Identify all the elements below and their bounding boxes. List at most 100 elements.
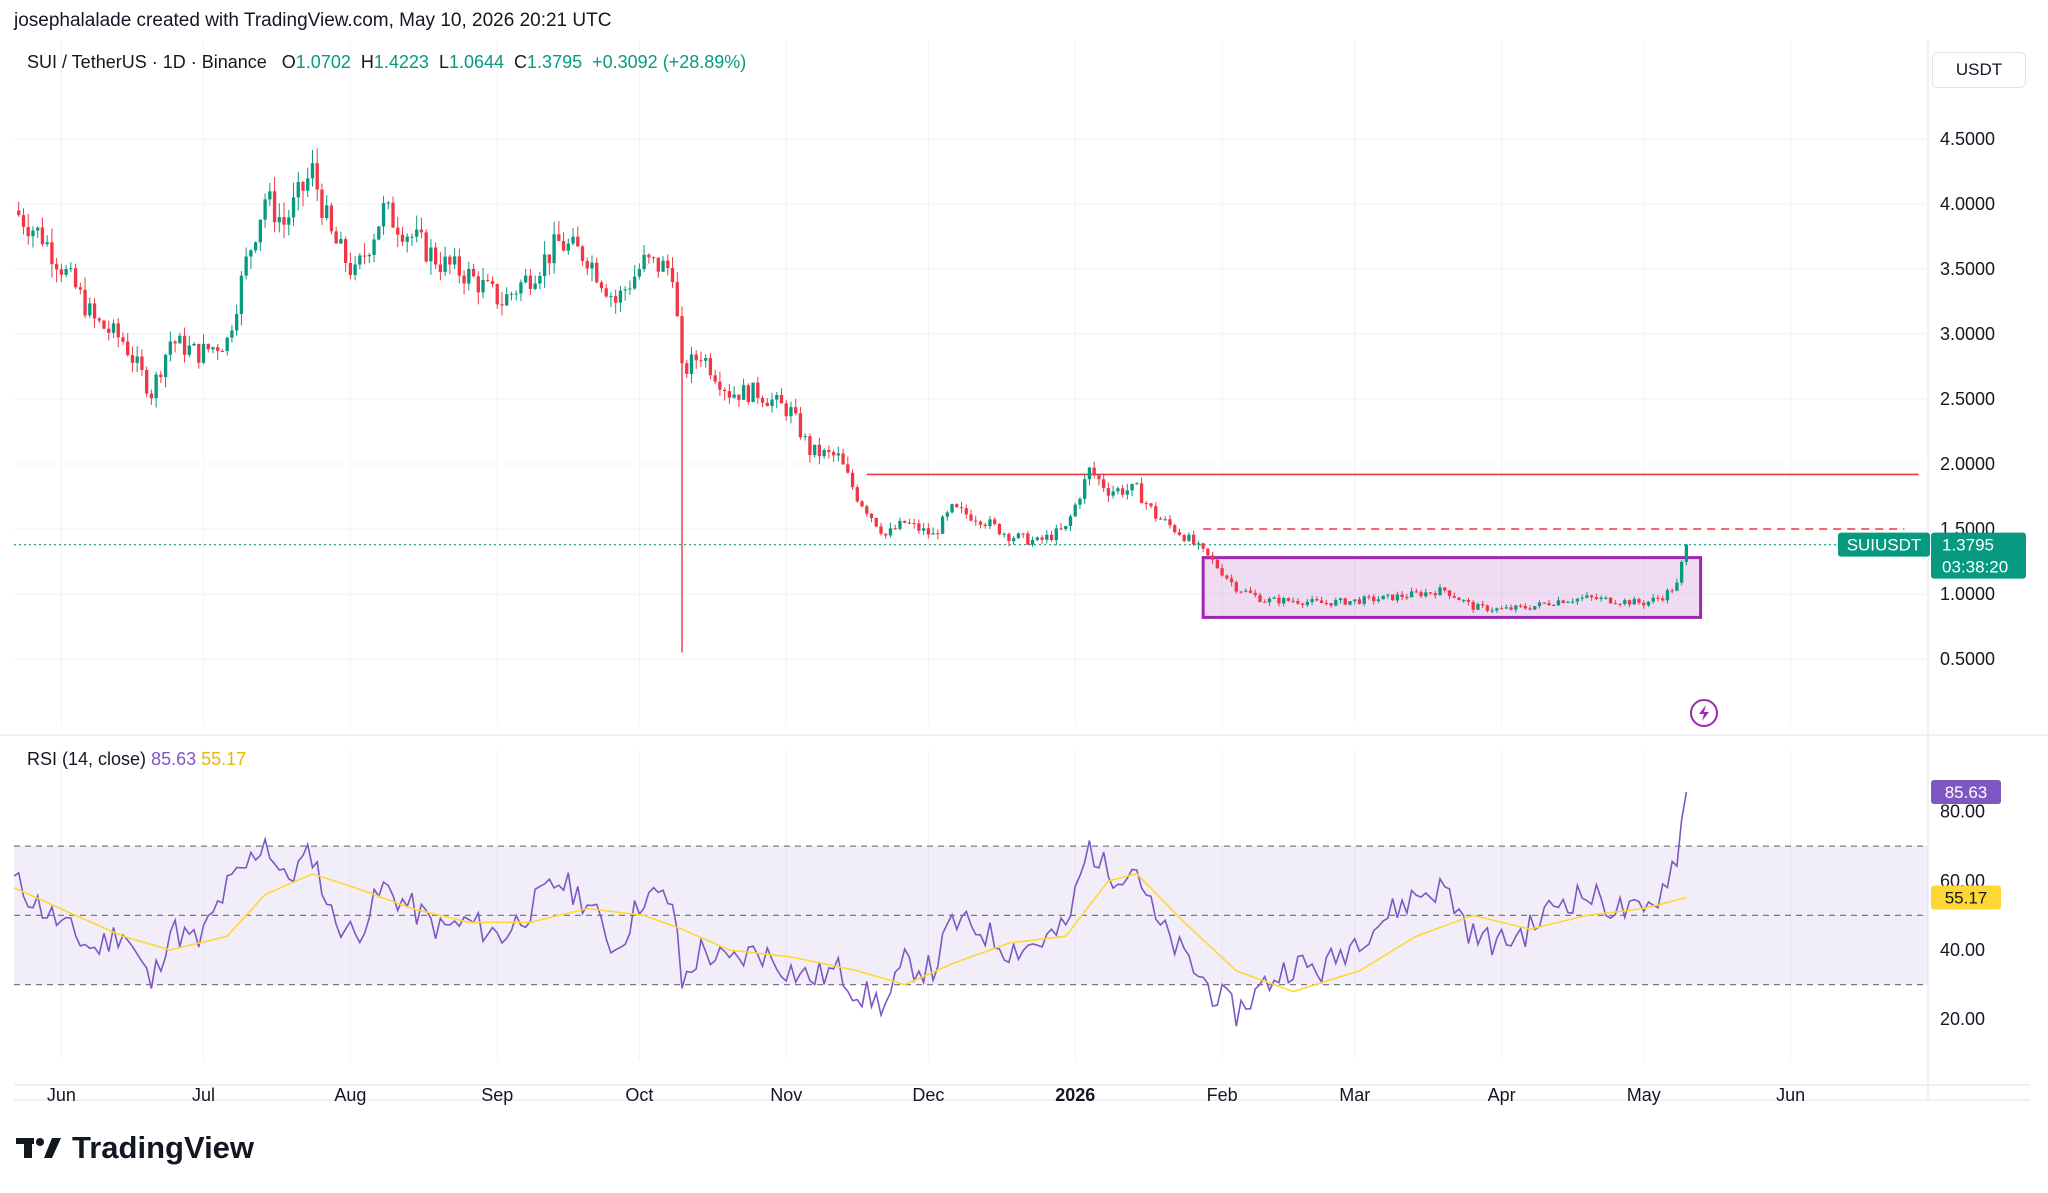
candle-body bbox=[50, 242, 54, 265]
candle-body bbox=[1011, 538, 1016, 542]
time-tick-label: Oct bbox=[625, 1085, 653, 1105]
candle-body bbox=[36, 227, 40, 231]
candle-body bbox=[1400, 594, 1404, 598]
candle-body bbox=[675, 282, 679, 317]
candle-body bbox=[1035, 537, 1039, 541]
candle-body bbox=[893, 528, 897, 530]
candle-body bbox=[396, 227, 400, 235]
candle-body bbox=[1087, 467, 1092, 480]
candle-body bbox=[329, 205, 334, 232]
candle-body bbox=[689, 354, 694, 374]
price-tick-label: 2.5000 bbox=[1940, 389, 1995, 409]
candle-body bbox=[614, 296, 618, 303]
candle-body bbox=[898, 520, 902, 529]
candle-body bbox=[969, 514, 973, 521]
candle-body bbox=[1604, 597, 1608, 599]
candle-body bbox=[263, 199, 267, 220]
time-tick-label: Nov bbox=[770, 1085, 802, 1105]
candle-body bbox=[1414, 591, 1418, 593]
candle-body bbox=[1556, 600, 1561, 606]
candle-body bbox=[1045, 534, 1049, 540]
candle-body bbox=[514, 293, 518, 295]
candle-body bbox=[1367, 596, 1371, 598]
candle-body bbox=[381, 203, 386, 227]
candle-body bbox=[358, 255, 362, 265]
candle-body bbox=[1528, 608, 1532, 610]
candle-body bbox=[921, 528, 926, 531]
price-tick-label: 3.5000 bbox=[1940, 259, 1995, 279]
candle-body bbox=[1533, 606, 1537, 610]
low-value: 1.0644 bbox=[448, 52, 505, 72]
candle-body bbox=[959, 507, 964, 509]
candle-body bbox=[855, 487, 859, 502]
candle-body bbox=[21, 215, 26, 227]
candle-body bbox=[651, 257, 656, 259]
candle-body bbox=[1154, 506, 1158, 519]
candle-body bbox=[1106, 488, 1111, 496]
candle-body bbox=[533, 283, 537, 289]
candle-body bbox=[1282, 598, 1286, 604]
candle-body bbox=[1059, 528, 1063, 530]
candle-body bbox=[756, 382, 760, 398]
candle-body bbox=[419, 229, 424, 233]
price-tag-value: 1.3795 bbox=[1942, 536, 1994, 555]
candle-body bbox=[1623, 600, 1627, 604]
candle-body bbox=[377, 226, 381, 240]
candle-body bbox=[1357, 599, 1362, 604]
candle-body bbox=[471, 268, 476, 277]
candle-body bbox=[291, 197, 296, 218]
candle-body bbox=[1471, 601, 1475, 610]
candle-body bbox=[367, 254, 371, 257]
candle-body bbox=[149, 393, 154, 399]
time-tick-label: Jun bbox=[1776, 1085, 1805, 1105]
candle-body bbox=[1504, 607, 1509, 609]
candle-body bbox=[1656, 597, 1660, 599]
rsi-ma-tag-bg bbox=[1931, 885, 2001, 910]
candle-body bbox=[647, 254, 651, 258]
candle-body bbox=[1495, 608, 1499, 611]
time-tick-label: Jun bbox=[47, 1085, 76, 1105]
candle-body bbox=[1220, 568, 1224, 576]
price-tag-bg bbox=[1931, 532, 2026, 579]
time-tick-label: Sep bbox=[481, 1085, 513, 1105]
candle-body bbox=[1300, 603, 1305, 605]
candle-body bbox=[1353, 599, 1357, 602]
candle-body bbox=[632, 276, 637, 289]
candle-body bbox=[244, 256, 248, 276]
candle-body bbox=[760, 397, 765, 403]
rsi-ma-line bbox=[13, 872, 1687, 993]
candle-body bbox=[1575, 598, 1580, 602]
open-value: 1.0702 bbox=[295, 52, 351, 72]
candle-body bbox=[884, 533, 888, 536]
candle-body bbox=[1315, 599, 1319, 601]
candle-body bbox=[1007, 533, 1011, 542]
candle-body bbox=[1589, 595, 1594, 598]
candle-body bbox=[1409, 591, 1414, 598]
candle-body bbox=[249, 250, 253, 257]
price-tick-label: 1.0000 bbox=[1940, 584, 1995, 604]
candle-body bbox=[1462, 600, 1466, 602]
candle-body bbox=[917, 523, 921, 531]
candle-body bbox=[201, 343, 206, 363]
tradingview-logo[interactable]: TradingView bbox=[16, 1130, 254, 1166]
candle-body bbox=[476, 276, 480, 293]
candle-body bbox=[73, 268, 78, 288]
candle-body bbox=[1661, 598, 1665, 601]
candle-body bbox=[296, 182, 300, 198]
currency-selector[interactable]: USDT bbox=[1932, 52, 2026, 88]
candle-body bbox=[722, 389, 727, 392]
candle-body bbox=[1405, 597, 1409, 599]
candle-body bbox=[116, 323, 120, 338]
candle-body bbox=[561, 240, 566, 251]
candle-body bbox=[1201, 543, 1205, 549]
candle-body bbox=[1097, 475, 1101, 480]
candle-body bbox=[187, 345, 191, 355]
brand-name: TradingView bbox=[72, 1130, 255, 1165]
candle-body bbox=[661, 260, 665, 272]
low-label: L bbox=[438, 52, 449, 72]
candle-body bbox=[225, 337, 229, 351]
candle-body bbox=[1499, 608, 1504, 610]
candle-body bbox=[130, 355, 135, 363]
candle-body bbox=[1566, 601, 1570, 603]
candle-body bbox=[604, 288, 608, 297]
